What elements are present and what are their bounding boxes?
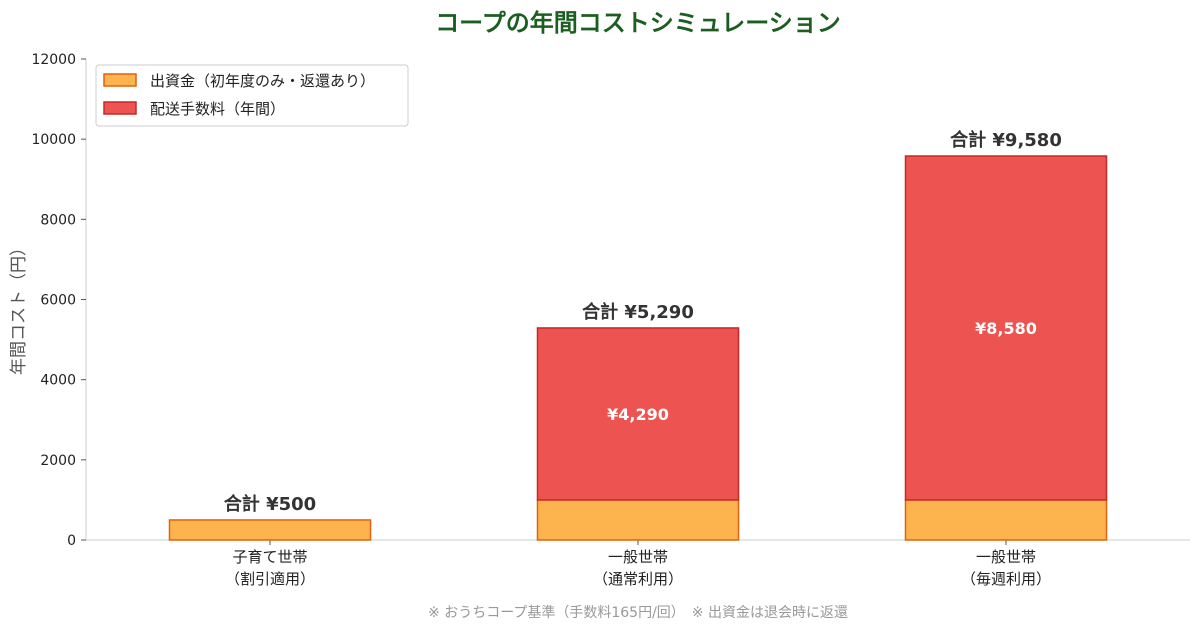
bar-segment-delivery-fee bbox=[536, 327, 740, 501]
chart-title: コープの年間コストシミュレーション bbox=[435, 9, 841, 37]
total-label: 合計 ¥500 bbox=[224, 493, 316, 515]
x-tick-label-line2: （通常利用） bbox=[593, 570, 683, 588]
legend: 出資金（初年度のみ・返還あり） 配送手数料（年間） bbox=[95, 64, 409, 127]
segment-value-label: ¥4,290 bbox=[607, 405, 669, 424]
legend-swatch-deposit bbox=[103, 73, 137, 87]
x-tick-label-line1: 一般世帯 bbox=[976, 548, 1036, 566]
footnote: ※ おうちコープ基準（手数料165円/回） ※ 出資金は退会時に返還 bbox=[428, 604, 848, 621]
legend-box bbox=[95, 64, 409, 127]
bar-segment-delivery-fee bbox=[904, 155, 1108, 501]
y-tick-label: 10000 bbox=[31, 132, 76, 148]
y-axis-label: 年間コスト（円） bbox=[9, 239, 29, 375]
x-tick-label-line1: 子育て世帯 bbox=[232, 548, 307, 566]
y-tick-label: 4000 bbox=[40, 373, 76, 389]
segment-value-label: ¥8,580 bbox=[975, 319, 1037, 338]
legend-label-delivery-fee: 配送手数料（年間） bbox=[150, 100, 285, 118]
bar-segment-deposit bbox=[168, 519, 372, 541]
legend-swatch-delivery-fee bbox=[103, 101, 137, 115]
total-label: 合計 ¥5,290 bbox=[582, 301, 694, 323]
bars bbox=[168, 155, 1108, 541]
bar-segment-deposit bbox=[536, 499, 740, 541]
total-label: 合計 ¥9,580 bbox=[950, 129, 1062, 151]
y-axis: 0 2000 4000 6000 8000 10000 12000 bbox=[31, 52, 87, 549]
y-tick-label: 2000 bbox=[40, 453, 76, 469]
bar-segment-deposit bbox=[904, 499, 1108, 541]
y-tick-label: 0 bbox=[67, 533, 76, 549]
x-axis: 子育て世帯 （割引適用） 一般世帯 （通常利用） 一般世帯 （毎週利用） bbox=[86, 539, 1190, 588]
bar-labels: 合計 ¥500 ¥4,290 合計 ¥5,290 ¥8,580 合計 ¥9,580 bbox=[224, 129, 1062, 515]
y-tick-label: 8000 bbox=[40, 212, 76, 228]
x-tick-label-line1: 一般世帯 bbox=[608, 548, 668, 566]
x-tick-label-line2: （毎週利用） bbox=[961, 570, 1051, 588]
y-tick-label: 12000 bbox=[31, 52, 76, 68]
y-tick-label: 6000 bbox=[40, 293, 76, 309]
x-tick-label-line2: （割引適用） bbox=[225, 570, 315, 588]
legend-label-deposit: 出資金（初年度のみ・返還あり） bbox=[150, 72, 375, 90]
